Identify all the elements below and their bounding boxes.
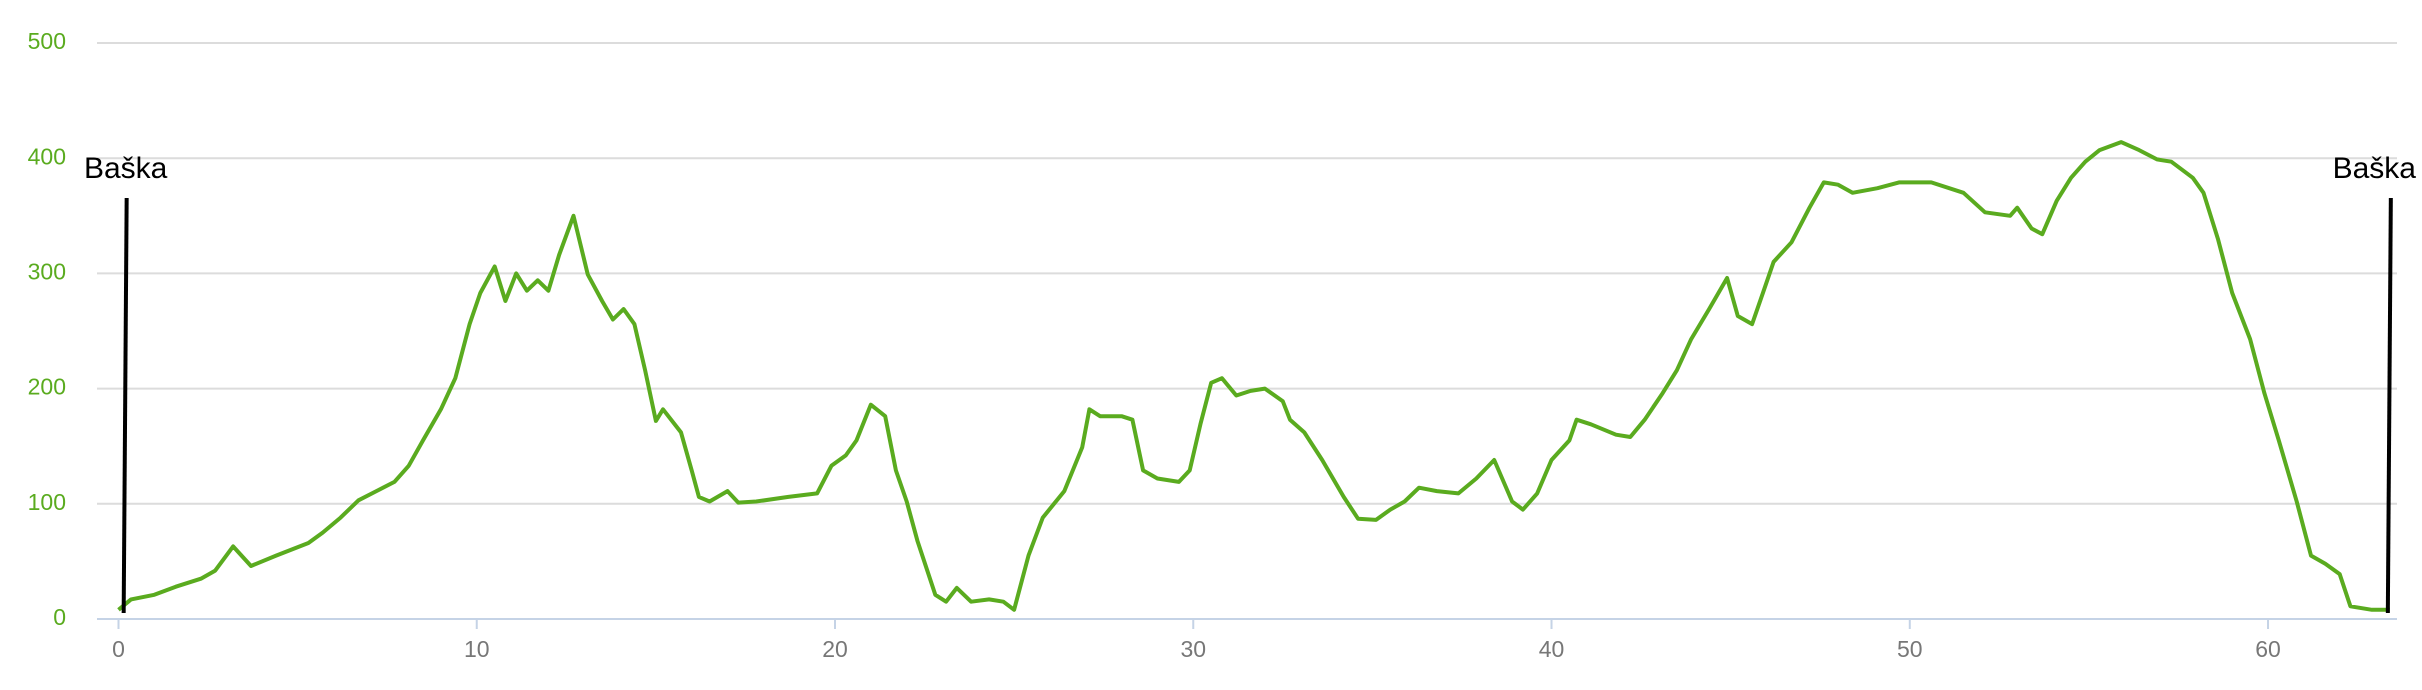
y-tick-label: 300 xyxy=(28,258,66,284)
x-tick-label: 10 xyxy=(464,636,490,662)
x-tick-label: 60 xyxy=(2255,636,2281,662)
annotation-line xyxy=(121,197,129,614)
x-tick-label: 20 xyxy=(822,636,848,662)
x-tick-label: 30 xyxy=(1180,636,1206,662)
y-tick-label: 400 xyxy=(28,143,66,169)
y-tick-label: 100 xyxy=(28,489,66,515)
y-tick-label: 500 xyxy=(28,28,66,54)
annotation-label: Baška xyxy=(2333,152,2417,185)
annotation-line xyxy=(2385,197,2393,614)
x-tick-label: 0 xyxy=(112,636,125,662)
x-tick-label: 40 xyxy=(1539,636,1565,662)
y-tick-label: 200 xyxy=(28,374,66,400)
x-tick-label: 50 xyxy=(1897,636,1923,662)
y-tick-label: 0 xyxy=(53,604,66,630)
annotation-label: Baška xyxy=(84,152,168,185)
elevation-line xyxy=(117,140,2390,612)
